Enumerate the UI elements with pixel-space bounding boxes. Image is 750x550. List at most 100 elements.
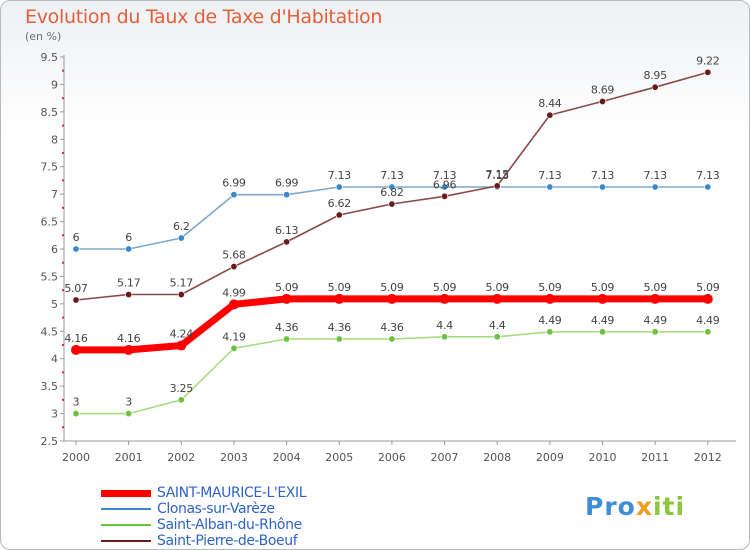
series-point-0 [281,293,292,304]
data-label-0: 5.09 [591,281,615,294]
data-label-0: 4.16 [64,332,88,345]
x-tick-label: 2001 [115,451,143,464]
series-point-0 [334,293,345,304]
data-label-3: 8.95 [644,69,668,82]
x-tick-label: 2002 [167,451,195,464]
data-label-1: 6 [73,231,80,244]
data-label-1: 7.13 [380,169,404,182]
y-minor-tick [62,124,64,127]
series-point-1 [388,183,396,191]
data-label-2: 4.36 [275,321,299,334]
data-label-3: 7.15 [486,168,510,181]
series-point-3 [651,83,659,91]
legend-label: SAINT-MAURICE-L'EXIL [157,485,307,501]
y-tick-label: 9 [51,78,58,91]
data-label-2: 3 [125,396,132,409]
y-minor-tick [62,179,64,182]
series-point-3 [598,97,606,105]
y-tick-label: 6.5 [41,216,59,229]
legend-item: Clonas-sur-Varèze [101,501,306,517]
chart-legend: SAINT-MAURICE-L'EXIL Clonas-sur-Varèze Sai… [101,485,306,549]
series-point-0 [597,293,608,304]
y-minor-tick [62,152,64,154]
series-point-3 [704,68,712,76]
series-point-2 [283,335,291,343]
data-label-1: 6 [125,231,132,244]
x-tick-label: 2005 [325,451,353,464]
series-point-2 [230,344,238,352]
series-point-3 [493,182,501,190]
y-minor-tick [62,69,64,72]
y-minor-tick [62,426,64,429]
data-label-1: 6.2 [173,220,190,233]
series-point-0 [650,293,661,304]
data-label-3: 8.69 [591,83,615,96]
series-point-1 [546,183,554,191]
series-point-3 [230,263,238,271]
data-label-3: 6.82 [380,186,403,199]
data-label-0: 4.24 [170,328,194,341]
legend-swatch [101,540,151,542]
series-point-3 [125,291,133,299]
series-point-1 [704,183,712,191]
y-tick-label: 3.5 [41,380,59,393]
series-point-1 [125,245,133,253]
series-point-0 [544,293,555,304]
x-tick-label: 2008 [483,451,511,464]
x-tick-label: 2010 [589,451,617,464]
data-label-2: 4.4 [489,319,506,332]
data-label-3: 5.68 [222,249,246,262]
data-label-2: 4.49 [644,314,668,327]
chart-subtitle: (en %) [25,30,62,43]
series-point-0 [71,344,81,355]
y-minor-tick [62,206,64,209]
data-label-0: 5.09 [486,281,510,294]
chart-title: Evolution du Taux de Taxe d'Habitation [25,6,383,28]
series-point-3 [441,192,449,200]
data-label-0: 5.09 [644,281,668,294]
data-label-2: 4.49 [591,314,615,327]
data-label-3: 5.17 [117,277,141,290]
series-point-0 [123,344,134,355]
legend-item: Saint-Alban-du-Rhône [101,517,306,533]
series-point-3 [72,296,80,304]
x-tick-label: 2012 [694,451,722,464]
data-label-0: 5.09 [275,281,299,294]
series-point-1 [651,183,659,191]
y-minor-tick [62,344,64,346]
logo-part-pro: Pro [585,492,636,521]
y-tick-label: 7.5 [41,161,59,174]
series-point-3 [177,291,185,299]
x-tick-label: 2011 [641,451,669,464]
series-point-2 [335,335,343,343]
legend-label: Saint-Pierre-de-Boeuf [157,533,298,549]
y-tick-label: 8.5 [41,106,59,119]
legend-swatch [101,524,151,526]
data-label-2: 4.36 [328,321,352,334]
data-label-1: 6.99 [275,177,299,190]
data-label-0: 5.09 [380,281,404,294]
data-label-3: 8.44 [538,97,562,110]
series-point-0 [386,293,397,304]
series-point-2 [598,328,606,336]
data-label-1: 7.13 [433,169,457,182]
series-point-2 [704,328,712,336]
data-label-1: 6.99 [222,177,246,190]
data-label-0: 5.09 [328,281,352,294]
data-label-1: 7.13 [644,169,668,182]
y-tick-label: 5.5 [41,270,59,283]
y-tick-label: 8 [51,133,58,146]
data-label-0: 5.09 [696,281,720,294]
y-tick-label: 7 [51,188,58,201]
y-tick-label: 2.5 [41,435,59,448]
x-tick-label: 2006 [378,451,406,464]
y-tick-label: 4.5 [41,325,59,338]
series-point-2 [546,328,554,336]
legend-item: Saint-Pierre-de-Boeuf [101,533,306,549]
data-label-0: 5.09 [433,281,457,294]
y-tick-label: 6 [51,243,58,256]
y-minor-tick [62,97,64,100]
x-tick-label: 2000 [62,451,90,464]
x-tick-label: 2007 [431,451,459,464]
